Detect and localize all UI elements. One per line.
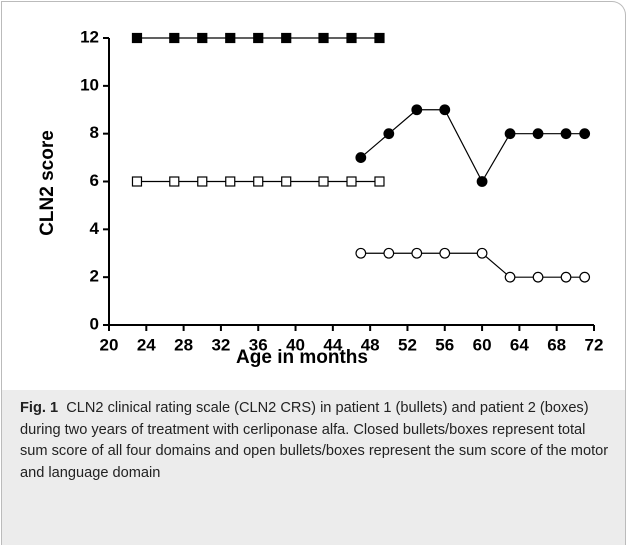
x-tick-label: 64 xyxy=(510,335,529,354)
marker xyxy=(346,32,357,44)
marker xyxy=(504,128,516,140)
series-line xyxy=(360,252,585,278)
y-tick-label: 0 xyxy=(90,314,99,333)
series-line xyxy=(360,109,585,183)
caption: Fig. 1 CLN2 clinical rating scale (CLN2 … xyxy=(2,390,625,545)
caption-label: Fig. 1 xyxy=(20,400,59,416)
marker xyxy=(374,32,385,44)
marker xyxy=(374,176,385,187)
marker xyxy=(411,104,423,116)
y-tick-label: 8 xyxy=(90,123,99,142)
marker xyxy=(560,128,572,140)
marker xyxy=(197,32,208,44)
y-tick-label: 4 xyxy=(90,219,100,238)
marker xyxy=(225,32,236,44)
x-axis-label: Age in months xyxy=(236,347,368,368)
x-tick-label: 32 xyxy=(211,335,230,354)
y-tick-label: 12 xyxy=(80,27,99,46)
marker xyxy=(169,32,180,44)
marker xyxy=(281,32,292,44)
marker xyxy=(318,32,329,44)
marker xyxy=(225,176,236,187)
x-tick-label: 24 xyxy=(137,335,156,354)
marker xyxy=(579,271,591,283)
x-tick-label: 28 xyxy=(174,335,193,354)
marker xyxy=(383,128,395,140)
marker xyxy=(476,176,488,187)
x-tick-label: 48 xyxy=(361,335,380,354)
marker xyxy=(411,247,423,259)
caption-text: CLN2 clinical rating scale (CLN2 CRS) in… xyxy=(20,400,609,481)
marker xyxy=(355,152,367,163)
x-tick-label: 60 xyxy=(473,335,492,354)
x-tick-label: 44 xyxy=(323,335,342,354)
marker xyxy=(169,176,180,187)
marker xyxy=(579,128,591,140)
marker xyxy=(476,247,488,259)
x-tick-label: 72 xyxy=(585,335,604,354)
marker xyxy=(131,32,143,44)
marker xyxy=(131,176,143,187)
marker xyxy=(355,247,367,259)
x-tick-label: 20 xyxy=(100,335,119,354)
marker xyxy=(532,271,544,283)
marker xyxy=(504,271,516,283)
x-tick-label: 40 xyxy=(286,335,305,354)
x-tick-label: 68 xyxy=(547,335,566,354)
marker xyxy=(253,32,264,44)
marker xyxy=(281,176,292,187)
x-tick-label: 52 xyxy=(398,335,417,354)
x-tick-label: 56 xyxy=(435,335,454,354)
x-tick-label: 36 xyxy=(249,335,268,354)
marker xyxy=(197,176,208,187)
marker xyxy=(383,247,395,259)
marker xyxy=(560,271,572,283)
y-tick-label: 2 xyxy=(90,267,99,286)
marker xyxy=(532,128,544,140)
marker xyxy=(253,176,264,187)
marker xyxy=(439,247,451,259)
y-tick-label: 10 xyxy=(80,75,99,94)
y-tick-label: 6 xyxy=(90,171,99,190)
marker xyxy=(318,176,329,187)
marker xyxy=(346,176,357,187)
marker xyxy=(439,104,451,116)
y-axis-label: CLN2 score xyxy=(37,130,58,236)
